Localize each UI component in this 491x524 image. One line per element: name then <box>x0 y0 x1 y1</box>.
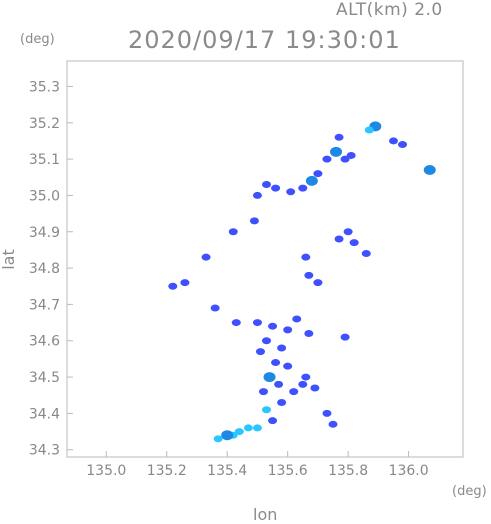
echo-layer <box>168 121 436 443</box>
y-tick-label: 34.8 <box>29 261 60 277</box>
echo-point <box>221 430 234 441</box>
altitude-label: ALT(km) 2.0 <box>336 0 443 20</box>
x-tick-label: 135.2 <box>147 463 187 479</box>
echo-point <box>258 388 268 396</box>
x-tick-label: 135.8 <box>328 463 368 479</box>
echo-point <box>180 279 190 287</box>
y-tick-label: 34.7 <box>29 297 60 313</box>
echo-point <box>168 282 178 290</box>
timestamp-title: 2020/09/17 19:30:01 <box>128 26 401 54</box>
echo-point <box>340 333 350 341</box>
y-tick-label: 34.3 <box>29 443 60 459</box>
y-tick-label: 35.0 <box>29 188 60 204</box>
y-axis-unit: (deg) <box>20 32 55 47</box>
echo-point <box>252 191 262 199</box>
echo-point <box>255 348 265 356</box>
x-tick-label: 135.4 <box>207 463 247 479</box>
x-axis-unit: (deg) <box>452 484 487 499</box>
echo-point <box>271 359 281 367</box>
echo-point <box>305 175 318 186</box>
echo-point <box>304 271 314 279</box>
echo-point <box>322 155 332 163</box>
echo-point <box>228 228 238 236</box>
y-tick-label: 35.1 <box>29 152 60 168</box>
echo-point <box>210 304 220 312</box>
echo-point <box>262 337 272 345</box>
echo-point <box>283 362 293 370</box>
echo-point <box>398 141 408 149</box>
echo-point <box>423 164 436 175</box>
y-tick-label: 34.5 <box>29 370 60 386</box>
x-tick-label: 135.0 <box>86 463 126 479</box>
echo-point <box>231 319 241 327</box>
echo-point <box>310 384 320 392</box>
echo-point <box>330 146 343 157</box>
echo-point <box>298 184 308 192</box>
echo-point <box>313 170 323 178</box>
x-tick-label: 136.0 <box>389 463 429 479</box>
echo-point <box>388 137 398 145</box>
echo-point <box>343 228 353 236</box>
echo-point <box>346 151 356 159</box>
y-tick-label: 34.9 <box>29 225 60 241</box>
y-tick-label: 35.2 <box>29 116 60 132</box>
echo-point <box>304 329 314 337</box>
echo-point <box>268 417 278 425</box>
echo-point <box>283 326 293 334</box>
echo-point <box>277 344 287 352</box>
echo-point <box>249 217 259 225</box>
x-axis-label: lon <box>253 505 278 524</box>
echo-point <box>301 253 311 261</box>
echo-point <box>289 388 299 396</box>
echo-point <box>298 380 308 388</box>
echo-point <box>243 424 253 432</box>
echo-point <box>263 372 276 383</box>
y-ticks: 34.3 34.4 34.5 34.6 34.7 34.8 34.9 35.0 35.1 35.2… <box>29 79 73 459</box>
echo-point <box>201 253 211 261</box>
echo-point <box>364 126 374 134</box>
x-tick-label: 135.6 <box>268 463 308 479</box>
echo-point <box>252 424 262 432</box>
echo-point <box>301 373 311 381</box>
echo-point <box>334 133 344 141</box>
echo-point <box>286 188 296 196</box>
echo-point <box>262 181 272 189</box>
echo-point <box>340 155 350 163</box>
y-tick-label: 34.6 <box>29 334 60 350</box>
echo-point <box>234 428 244 436</box>
y-tick-label: 35.3 <box>29 79 60 95</box>
echo-point <box>334 235 344 243</box>
echo-point <box>252 319 262 327</box>
x-ticks: 135.0 135.2 135.4 135.6 135.8 136.0 <box>86 451 429 479</box>
echo-point <box>322 409 332 417</box>
echo-point <box>277 399 287 407</box>
echo-point <box>361 250 371 258</box>
echo-point <box>268 322 278 330</box>
echo-point <box>213 435 223 443</box>
y-tick-label: 34.4 <box>29 406 60 422</box>
plot-frame <box>66 60 464 458</box>
echo-point <box>292 315 302 323</box>
echo-point <box>328 420 338 428</box>
echo-point <box>313 279 323 287</box>
echo-point <box>262 406 272 414</box>
echo-point <box>349 239 359 247</box>
echo-point <box>274 380 284 388</box>
echo-point <box>271 184 281 192</box>
